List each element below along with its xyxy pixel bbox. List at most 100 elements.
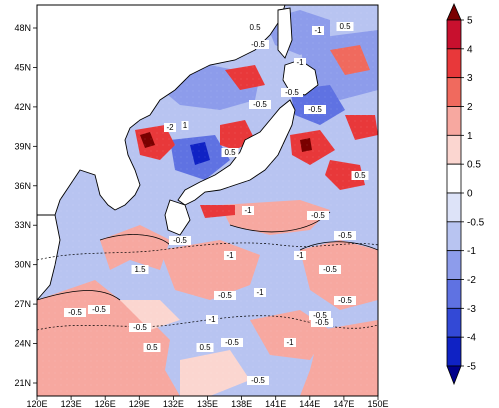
contour-label: 0.5 [354,171,366,180]
lat-tick-label: 36N [14,181,31,191]
colorbar-label: 4 [467,44,473,55]
colorbar-swatch [446,48,462,79]
lon-tick-label: 150E [367,399,388,408]
colorbar-label: -1 [467,246,476,257]
contour-label: -2 [166,123,174,132]
contour-label-bg [246,23,264,32]
contour-labels: -0.5 -1 0.5 0.5 -1 1 -2 0.5 -0.5 -0.5 -0.5 -1 1.5 -1 -… [64,22,369,385]
contour-label-bg [131,265,149,274]
lon-tick-label: 126E [95,399,116,408]
contour-label: 0.5 [224,148,236,157]
contour-label: -1 [208,315,216,324]
lat-tick-label: 21N [14,378,31,388]
contour-label-bg [304,105,326,114]
contour-label-bg [294,58,306,67]
contour-label-bg [351,171,369,180]
contour-label-bg [242,206,254,215]
contour-label-bg [334,231,356,240]
lat-tick-label: 30N [14,260,31,270]
contour-label: 0.5 [339,22,351,31]
colorbar-label: -5 [467,362,476,373]
contour-label: -0.5 [173,236,187,245]
colorbar-label: -4 [467,333,476,344]
colorbar-max-triangle [446,3,462,21]
contour-label-bg [319,265,341,274]
lon-tick-label: 144E [299,399,320,408]
colorbar-swatch [446,106,462,136]
contour-label-bg [247,376,269,385]
contour-label: 0.5 [199,343,211,352]
colorbar-swatch [446,221,462,252]
contour-label: -0.5 [323,265,337,274]
contour-label: -0.5 [308,105,322,114]
lat-tick-label: 33N [14,220,31,230]
contour-label-bg [224,251,236,260]
colorbar-label: 0.5 [467,160,481,171]
lat-tick-label: 45N [14,62,31,72]
contour-label-bg [307,211,329,220]
contour-label: 0.5 [146,343,158,352]
colorbar-swatch [446,19,462,50]
colorbar-swatch [446,77,462,107]
contour-label-bg [294,251,306,260]
contour-label: 0.5 [249,23,261,32]
contour-label: -1 [226,251,234,260]
contour-label-bg [129,323,151,332]
contour-label-bg [221,338,243,347]
colorbar-min-triangle [446,365,462,386]
contour-label: -0.5 [68,308,82,317]
colorbar-label: -0.5 [467,217,485,228]
contour-label-bg [88,305,110,314]
contour-label: -0.5 [315,318,329,327]
contour-label-bg [181,121,189,130]
contour-label-bg [169,236,191,245]
lon-tick-label: 138E [231,399,252,408]
colorbar-label: -2 [467,275,476,286]
latitude-axis: 48N 45N 42N 39N 36N 33N 30N 27N 24N 21N [14,23,37,388]
contour-label: -1 [296,251,304,260]
colorbar-label: -3 [467,304,476,315]
colorbar-swatch [446,134,462,165]
colorbar-swatch [446,307,462,338]
lon-tick-label: 147E [333,399,354,408]
lat-tick-label: 42N [14,102,31,112]
contour-label-bg [312,26,324,35]
colorbar-label: 2 [467,102,473,113]
contour-label-bg [281,88,303,97]
contour-label-bg [206,315,218,324]
longitude-axis: 120E 123E 126E 129E 132E 135E 138E 141E 144E 147E… [26,396,389,408]
contour-label-bg [196,343,214,352]
colorbar-swatch [446,336,462,367]
contour-label: -0.5 [338,231,352,240]
lon-tick-label: 123E [61,399,82,408]
lat-tick-label: 24N [14,339,31,349]
lat-tick-label: 48N [14,23,31,33]
colorbar-label: 5 [467,16,473,27]
contour-label: 1 [183,121,188,130]
colorbar-swatch [446,279,462,309]
contour-label: -0.5 [251,40,265,49]
lon-tick-label: 132E [163,399,184,408]
contour-label: -0.5 [225,338,239,347]
contour-label: -0.5 [92,305,106,314]
contour-label-bg [164,123,176,132]
contour-label-bg [284,338,296,347]
contour-label-bg [309,311,331,320]
contour-label-bg [334,296,356,305]
contour-label-bg [64,308,86,317]
lon-tick-label: 120E [26,399,47,408]
contour-label: -0.5 [133,323,147,332]
colorbar-label: 0 [467,189,473,200]
colorbar-swatch [446,250,462,280]
contour-label-bg [336,22,354,31]
contour-label: -1 [314,26,322,35]
contour-label-bg [254,288,266,297]
lon-tick-label: 141E [265,399,286,408]
contour-label: -0.5 [218,291,232,300]
contour-label: 1.5 [134,265,146,274]
map-plot-area [37,5,378,396]
contour-label: -0.5 [251,376,265,385]
colorbar-label: 1 [467,131,473,142]
colorbar: 5 4 3 2 1 0.5 0 -0.5 -1 -2 -3 -4 -5 [446,3,485,386]
lon-tick-label: 129E [129,399,150,408]
